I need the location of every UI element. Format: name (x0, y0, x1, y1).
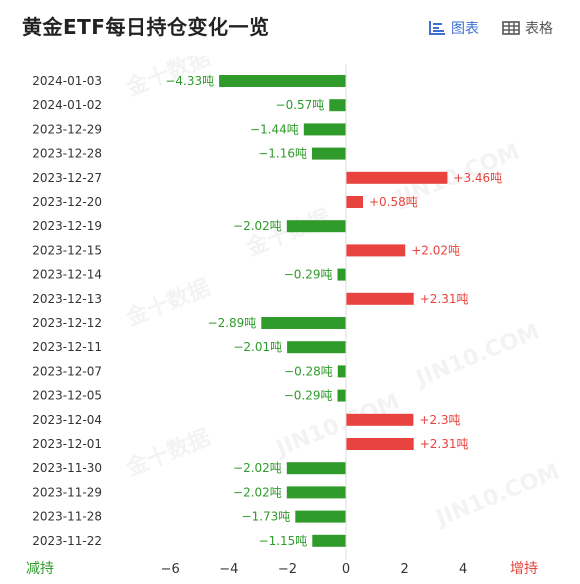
category-label: 2023-12-11 (32, 340, 102, 354)
value-label: −2.02吨 (233, 461, 282, 475)
bar (346, 196, 363, 208)
watermark-text: JIN10.COM (411, 319, 543, 392)
category-label: 2023-12-13 (32, 292, 102, 306)
watermark-text: JIN10.COM (431, 459, 563, 532)
bar (346, 292, 414, 305)
bar (287, 341, 346, 354)
category-label: 2023-12-19 (32, 219, 102, 233)
category-label: 2023-12-20 (32, 195, 102, 209)
bar (337, 365, 346, 378)
bar (337, 268, 346, 281)
category-label: 2023-11-30 (32, 461, 102, 475)
value-label: −2.02吨 (233, 485, 282, 499)
value-label: −4.33吨 (165, 74, 214, 88)
table-icon (502, 21, 520, 35)
value-label: −0.29吨 (284, 389, 333, 403)
category-label: 2023-12-05 (32, 389, 102, 403)
bar (346, 413, 414, 426)
bar (329, 99, 346, 112)
x-tick-label: −4 (219, 562, 238, 577)
increase-label: 增持 (510, 561, 538, 577)
chart-view-toggle[interactable]: 图表 (428, 18, 479, 38)
watermark-text: 金十数据 (242, 204, 334, 261)
category-label: 2023-12-07 (32, 364, 102, 378)
x-tick-label: −2 (278, 562, 297, 577)
bar (286, 486, 346, 499)
bar (219, 75, 346, 87)
bar (312, 534, 346, 547)
table-view-label: 表格 (525, 21, 553, 37)
value-label: +0.58吨 (369, 195, 418, 209)
bar-chart-icon (428, 20, 446, 36)
category-label: 2024-01-03 (32, 74, 102, 88)
category-label: 2023-12-28 (32, 147, 102, 161)
category-label: 2023-12-29 (32, 122, 102, 136)
bar (286, 462, 346, 475)
value-label: +3.46吨 (453, 171, 502, 185)
x-tick-label: 0 (342, 562, 350, 577)
x-tick-label: −6 (161, 562, 180, 577)
value-label: −1.16吨 (258, 147, 307, 161)
value-label: −0.57吨 (276, 98, 325, 112)
bar (261, 317, 346, 329)
bar (346, 171, 448, 184)
x-tick-label: 2 (400, 562, 408, 577)
value-label: −1.73吨 (242, 510, 291, 524)
chart-view-label: 图表 (451, 21, 479, 37)
value-label: −2.89吨 (208, 316, 257, 330)
bar (346, 438, 414, 450)
bar (346, 244, 406, 257)
category-label: 2023-12-27 (32, 171, 102, 185)
category-label: 2023-12-12 (32, 316, 102, 330)
bar (295, 510, 346, 523)
category-label: 2023-12-14 (32, 268, 102, 282)
category-label: 2023-11-29 (32, 485, 102, 499)
bar (286, 220, 346, 233)
category-label: 2023-12-15 (32, 243, 102, 257)
value-label: −0.28吨 (284, 364, 333, 378)
decrease-label: 减持 (26, 561, 54, 577)
category-label: 2023-11-28 (32, 510, 102, 524)
watermark-text: 金十数据 (122, 274, 214, 331)
category-label: 2023-11-22 (32, 534, 102, 548)
page-title: 黄金ETF每日持仓变化一览 (22, 15, 270, 39)
value-label: +2.31吨 (420, 437, 469, 451)
x-tick-label: 4 (459, 562, 467, 577)
value-label: −2.01吨 (233, 340, 282, 354)
watermark-text: 金十数据 (122, 424, 214, 481)
category-label: 2023-12-01 (32, 437, 102, 451)
value-label: −1.15吨 (259, 534, 308, 548)
value-label: +2.02吨 (411, 243, 460, 257)
category-label: 2023-12-04 (32, 413, 102, 427)
table-view-toggle[interactable]: 表格 (502, 18, 553, 38)
bar-chart: 金十数据JIN10.COM金十数据JIN10.COM金十数据JIN10.COM金… (26, 56, 563, 577)
value-label: +2.3吨 (419, 413, 460, 427)
value-label: +2.31吨 (420, 292, 469, 306)
bar (312, 147, 346, 160)
bar (337, 389, 346, 402)
value-label: −2.02吨 (233, 219, 282, 233)
value-label: −1.44吨 (250, 122, 299, 136)
chart-header: 黄金ETF每日持仓变化一览 图表 表格 (0, 0, 580, 56)
bar (303, 123, 346, 136)
value-label: −0.29吨 (284, 268, 333, 282)
category-label: 2024-01-02 (32, 98, 102, 112)
